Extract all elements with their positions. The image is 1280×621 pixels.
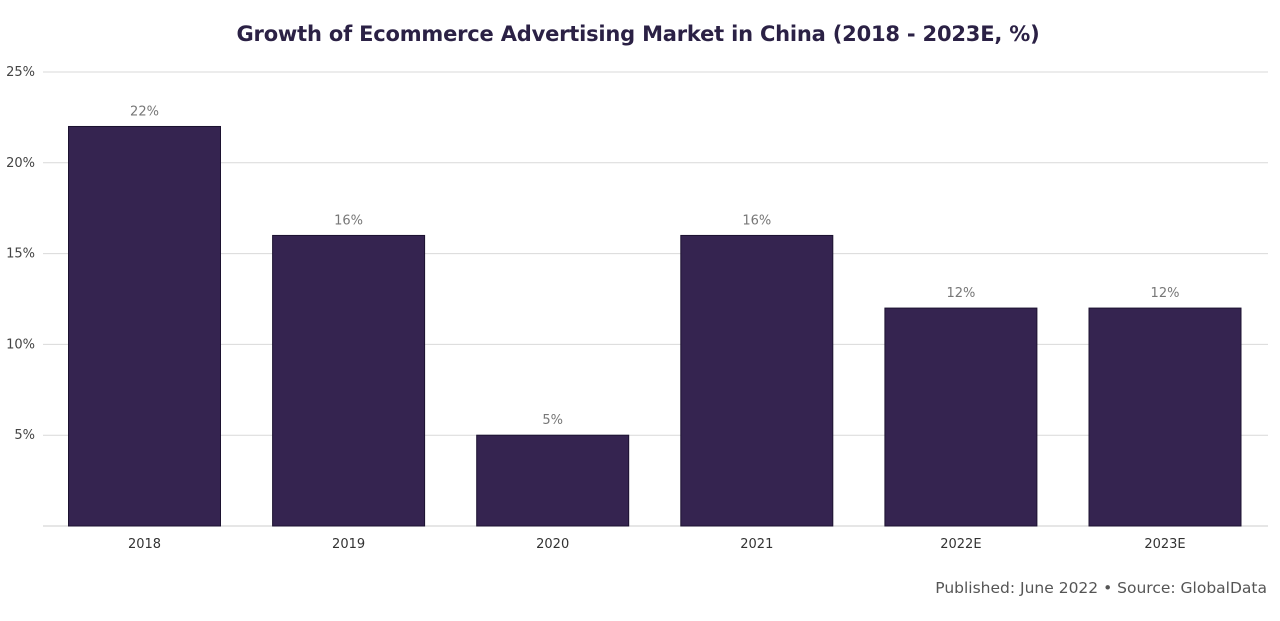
y-tick-label: 5% bbox=[14, 428, 35, 443]
y-tick-label: 25% bbox=[6, 65, 35, 80]
bar bbox=[272, 234, 426, 527]
y-tick-label: 20% bbox=[6, 156, 35, 171]
bar bbox=[68, 125, 221, 527]
bar bbox=[884, 307, 1038, 527]
x-tick-label: 2018 bbox=[128, 537, 161, 552]
y-axis-ticks: 5% 10% 15% 20% 25% bbox=[6, 65, 35, 443]
x-axis-ticks: 2018 2019 2020 2021 2022E 2023E bbox=[128, 537, 1186, 552]
value-label: 16% bbox=[742, 213, 771, 228]
bar bbox=[1088, 307, 1242, 527]
value-label: 22% bbox=[130, 104, 159, 119]
source-footer: Published: June 2022 • Source: GlobalDat… bbox=[935, 579, 1267, 597]
y-tick-label: 10% bbox=[6, 337, 35, 352]
x-tick-label: 2021 bbox=[740, 537, 773, 552]
x-tick-label: 2023E bbox=[1144, 537, 1185, 552]
bars bbox=[68, 125, 1242, 527]
value-label: 5% bbox=[542, 413, 563, 428]
x-tick-label: 2019 bbox=[332, 537, 365, 552]
bar bbox=[476, 434, 630, 527]
value-label: 12% bbox=[946, 286, 975, 301]
value-labels: 22% 16% 5% 16% 12% 12% bbox=[130, 104, 1179, 428]
value-label: 12% bbox=[1151, 286, 1180, 301]
value-label: 16% bbox=[334, 213, 363, 228]
x-tick-label: 2020 bbox=[536, 537, 569, 552]
gridlines bbox=[43, 71, 1268, 527]
chart-title: Growth of Ecommerce Advertising Market i… bbox=[236, 22, 1040, 46]
bar bbox=[680, 234, 834, 527]
x-tick-label: 2022E bbox=[940, 537, 981, 552]
y-tick-label: 15% bbox=[6, 247, 35, 262]
